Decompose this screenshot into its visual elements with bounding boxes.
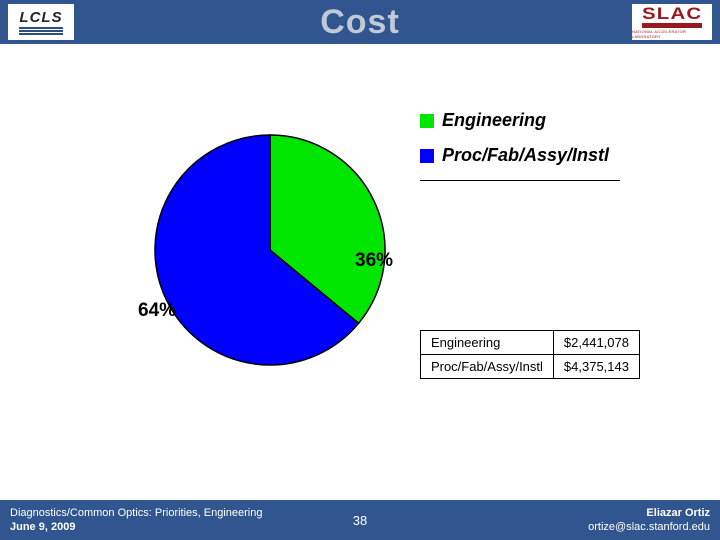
footer-date: June 9, 2009 xyxy=(10,520,263,534)
legend-item: Engineering xyxy=(420,110,630,131)
legend-swatch-icon xyxy=(420,149,434,163)
slide-footer: Diagnostics/Common Optics: Priorities, E… xyxy=(0,500,720,540)
pie-svg-icon xyxy=(150,130,390,370)
slac-logo: SLAC NATIONAL ACCELERATOR LABORATORY xyxy=(632,4,712,40)
pie-label-64: 64% xyxy=(138,300,176,322)
cost-table: Engineering $2,441,078 Proc/Fab/Assy/Ins… xyxy=(420,330,640,379)
lcls-logo-text: LCLS xyxy=(19,10,62,25)
page-number: 38 xyxy=(353,513,367,528)
slac-logo-tagline: NATIONAL ACCELERATOR LABORATORY xyxy=(632,29,712,39)
pie-chart: 36% 64% xyxy=(150,130,390,375)
table-cell-name: Engineering xyxy=(420,331,553,355)
lcls-logo-bars-icon xyxy=(19,27,63,35)
legend-swatch-icon xyxy=(420,114,434,128)
legend-label: Engineering xyxy=(442,110,546,131)
table-cell-value: $2,441,078 xyxy=(553,331,639,355)
footer-left: Diagnostics/Common Optics: Priorities, E… xyxy=(0,506,263,535)
table-cell-value: $4,375,143 xyxy=(553,355,639,379)
footer-right: Eliazar Ortiz ortize@slac.stanford.edu xyxy=(588,506,720,535)
slac-logo-underline-icon xyxy=(642,23,702,28)
slide-header: LCLS Cost SLAC NATIONAL ACCELERATOR LABO… xyxy=(0,0,720,44)
lcls-logo: LCLS xyxy=(8,4,74,40)
legend-item: Proc/Fab/Assy/Instl xyxy=(420,145,630,166)
chart-area: 36% 64% Engineering Proc/Fab/Assy/Instl … xyxy=(120,100,600,420)
table-row: Engineering $2,441,078 xyxy=(420,331,639,355)
footer-subtitle: Diagnostics/Common Optics: Priorities, E… xyxy=(10,506,263,520)
legend-divider xyxy=(420,180,620,181)
pie-label-36: 36% xyxy=(355,250,393,272)
slide-title: Cost xyxy=(320,3,400,42)
table-cell-name: Proc/Fab/Assy/Instl xyxy=(420,355,553,379)
legend: Engineering Proc/Fab/Assy/Instl xyxy=(420,110,630,181)
author-email: ortize@slac.stanford.edu xyxy=(588,520,710,534)
legend-label: Proc/Fab/Assy/Instl xyxy=(442,145,609,166)
table-row: Proc/Fab/Assy/Instl $4,375,143 xyxy=(420,355,639,379)
author-name: Eliazar Ortiz xyxy=(588,506,710,520)
slac-logo-text: SLAC xyxy=(642,5,702,22)
